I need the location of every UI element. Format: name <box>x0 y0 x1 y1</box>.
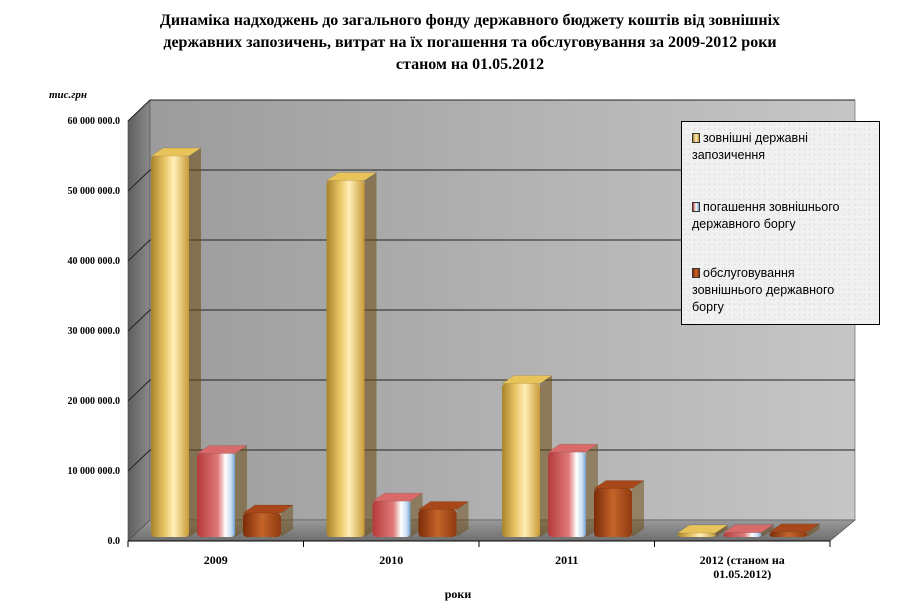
bar-repayment-1-top <box>371 492 424 502</box>
bar-borrowings-3-top <box>676 524 729 534</box>
legend-swatch-gold <box>692 133 700 143</box>
bar-repayment-3-side <box>761 524 774 537</box>
y-tick-label: 60 000 000.0 <box>68 116 121 127</box>
gridline-side <box>127 99 151 122</box>
chart-title: Динаміка надходжень до загального фонду … <box>100 10 840 76</box>
legend-item-repayment: погашення зовнішнього державного боргу <box>692 199 872 233</box>
bar-borrowings-3 <box>677 533 716 537</box>
bar-borrowings-0 <box>151 156 189 537</box>
bar-borrowings-1-top <box>325 172 378 181</box>
gridline-side <box>127 449 151 472</box>
legend-label-servicing-2: зовнішнього державного <box>692 283 835 297</box>
bar-repayment-0-top <box>196 445 248 454</box>
y-axis-unit: тис.грн <box>49 89 87 101</box>
legend-label-borrowings-2: запозичення <box>692 148 766 162</box>
bar-servicing-3-top <box>768 523 821 533</box>
legend-swatch-red <box>692 202 700 212</box>
legend-swatch-brown <box>692 268 700 278</box>
bar-servicing-1-top <box>417 501 470 510</box>
title-line-1: Динаміка надходжень до загального фонду … <box>159 12 781 29</box>
bar-repayment-3 <box>723 532 762 537</box>
bar-repayment-2-top <box>547 443 599 453</box>
bar-repayment-0 <box>197 453 235 537</box>
gridline-side <box>127 169 151 192</box>
bar-repayment-3-top <box>722 524 775 533</box>
bar-borrowings-1-side <box>364 172 377 537</box>
bar-servicing-2-side <box>632 480 644 537</box>
gridline-side <box>127 379 151 402</box>
legend-label-repayment-1: погашення зовнішнього <box>703 200 840 214</box>
x-category-label: 2010 <box>379 553 403 567</box>
x-category-label: 01.05.2012) <box>713 567 771 581</box>
legend-label-servicing-1: обслуговування <box>703 266 795 280</box>
x-axis-label: роки <box>445 587 472 601</box>
y-tick-label: 20 000 000.0 <box>68 396 121 407</box>
bar-servicing-3 <box>769 531 808 537</box>
bar-servicing-1-side <box>456 501 469 537</box>
x-category-label: 2012 (станом на <box>700 553 785 567</box>
y-tick-label: 10 000 000.0 <box>68 466 121 477</box>
bar-servicing-2-top <box>593 480 645 489</box>
legend-item-borrowings: зовнішні державні запозичення <box>692 130 872 164</box>
y-tick-label: 50 000 000.0 <box>68 186 121 197</box>
bar-servicing-0-top <box>242 504 294 514</box>
bar-repayment-2 <box>548 452 586 537</box>
bar-servicing-0-side <box>281 505 293 537</box>
bar-borrowings-0-top <box>150 147 202 157</box>
x-category-label: 2011 <box>555 553 578 567</box>
bar-servicing-1 <box>418 509 457 537</box>
bar-borrowings-0-side <box>189 148 201 537</box>
bar-borrowings-1 <box>326 180 365 537</box>
title-line-3: станом на 01.05.2012 <box>395 56 545 73</box>
bar-repayment-0-side <box>235 445 247 537</box>
chart-legend: зовнішні державні запозичення погашення … <box>681 121 880 325</box>
bar-servicing-3-side <box>807 523 820 537</box>
legend-item-servicing: обслуговування зовнішнього державного бо… <box>692 265 872 316</box>
y-tick-label: 30 000 000.0 <box>68 326 121 337</box>
legend-label-borrowings-1: зовнішні державні <box>703 131 808 145</box>
y-tick-label: 40 000 000.0 <box>68 256 121 267</box>
bar-borrowings-2-top <box>501 375 553 384</box>
legend-label-servicing-3: боргу <box>692 300 724 314</box>
legend-label-repayment-2: державного боргу <box>692 217 796 231</box>
bar-borrowings-3-side <box>715 525 728 537</box>
gridline-side <box>127 309 151 332</box>
bar-repayment-1 <box>372 501 411 537</box>
gridline-side <box>127 239 151 262</box>
bar-servicing-0 <box>243 513 281 537</box>
bar-servicing-2 <box>594 488 632 537</box>
title-line-2: державних запозичень, витрат на їх погаш… <box>163 34 777 51</box>
bar-borrowings-2 <box>502 383 540 537</box>
x-category-label: 2009 <box>204 553 228 567</box>
y-tick-label: 0.0 <box>108 536 121 547</box>
